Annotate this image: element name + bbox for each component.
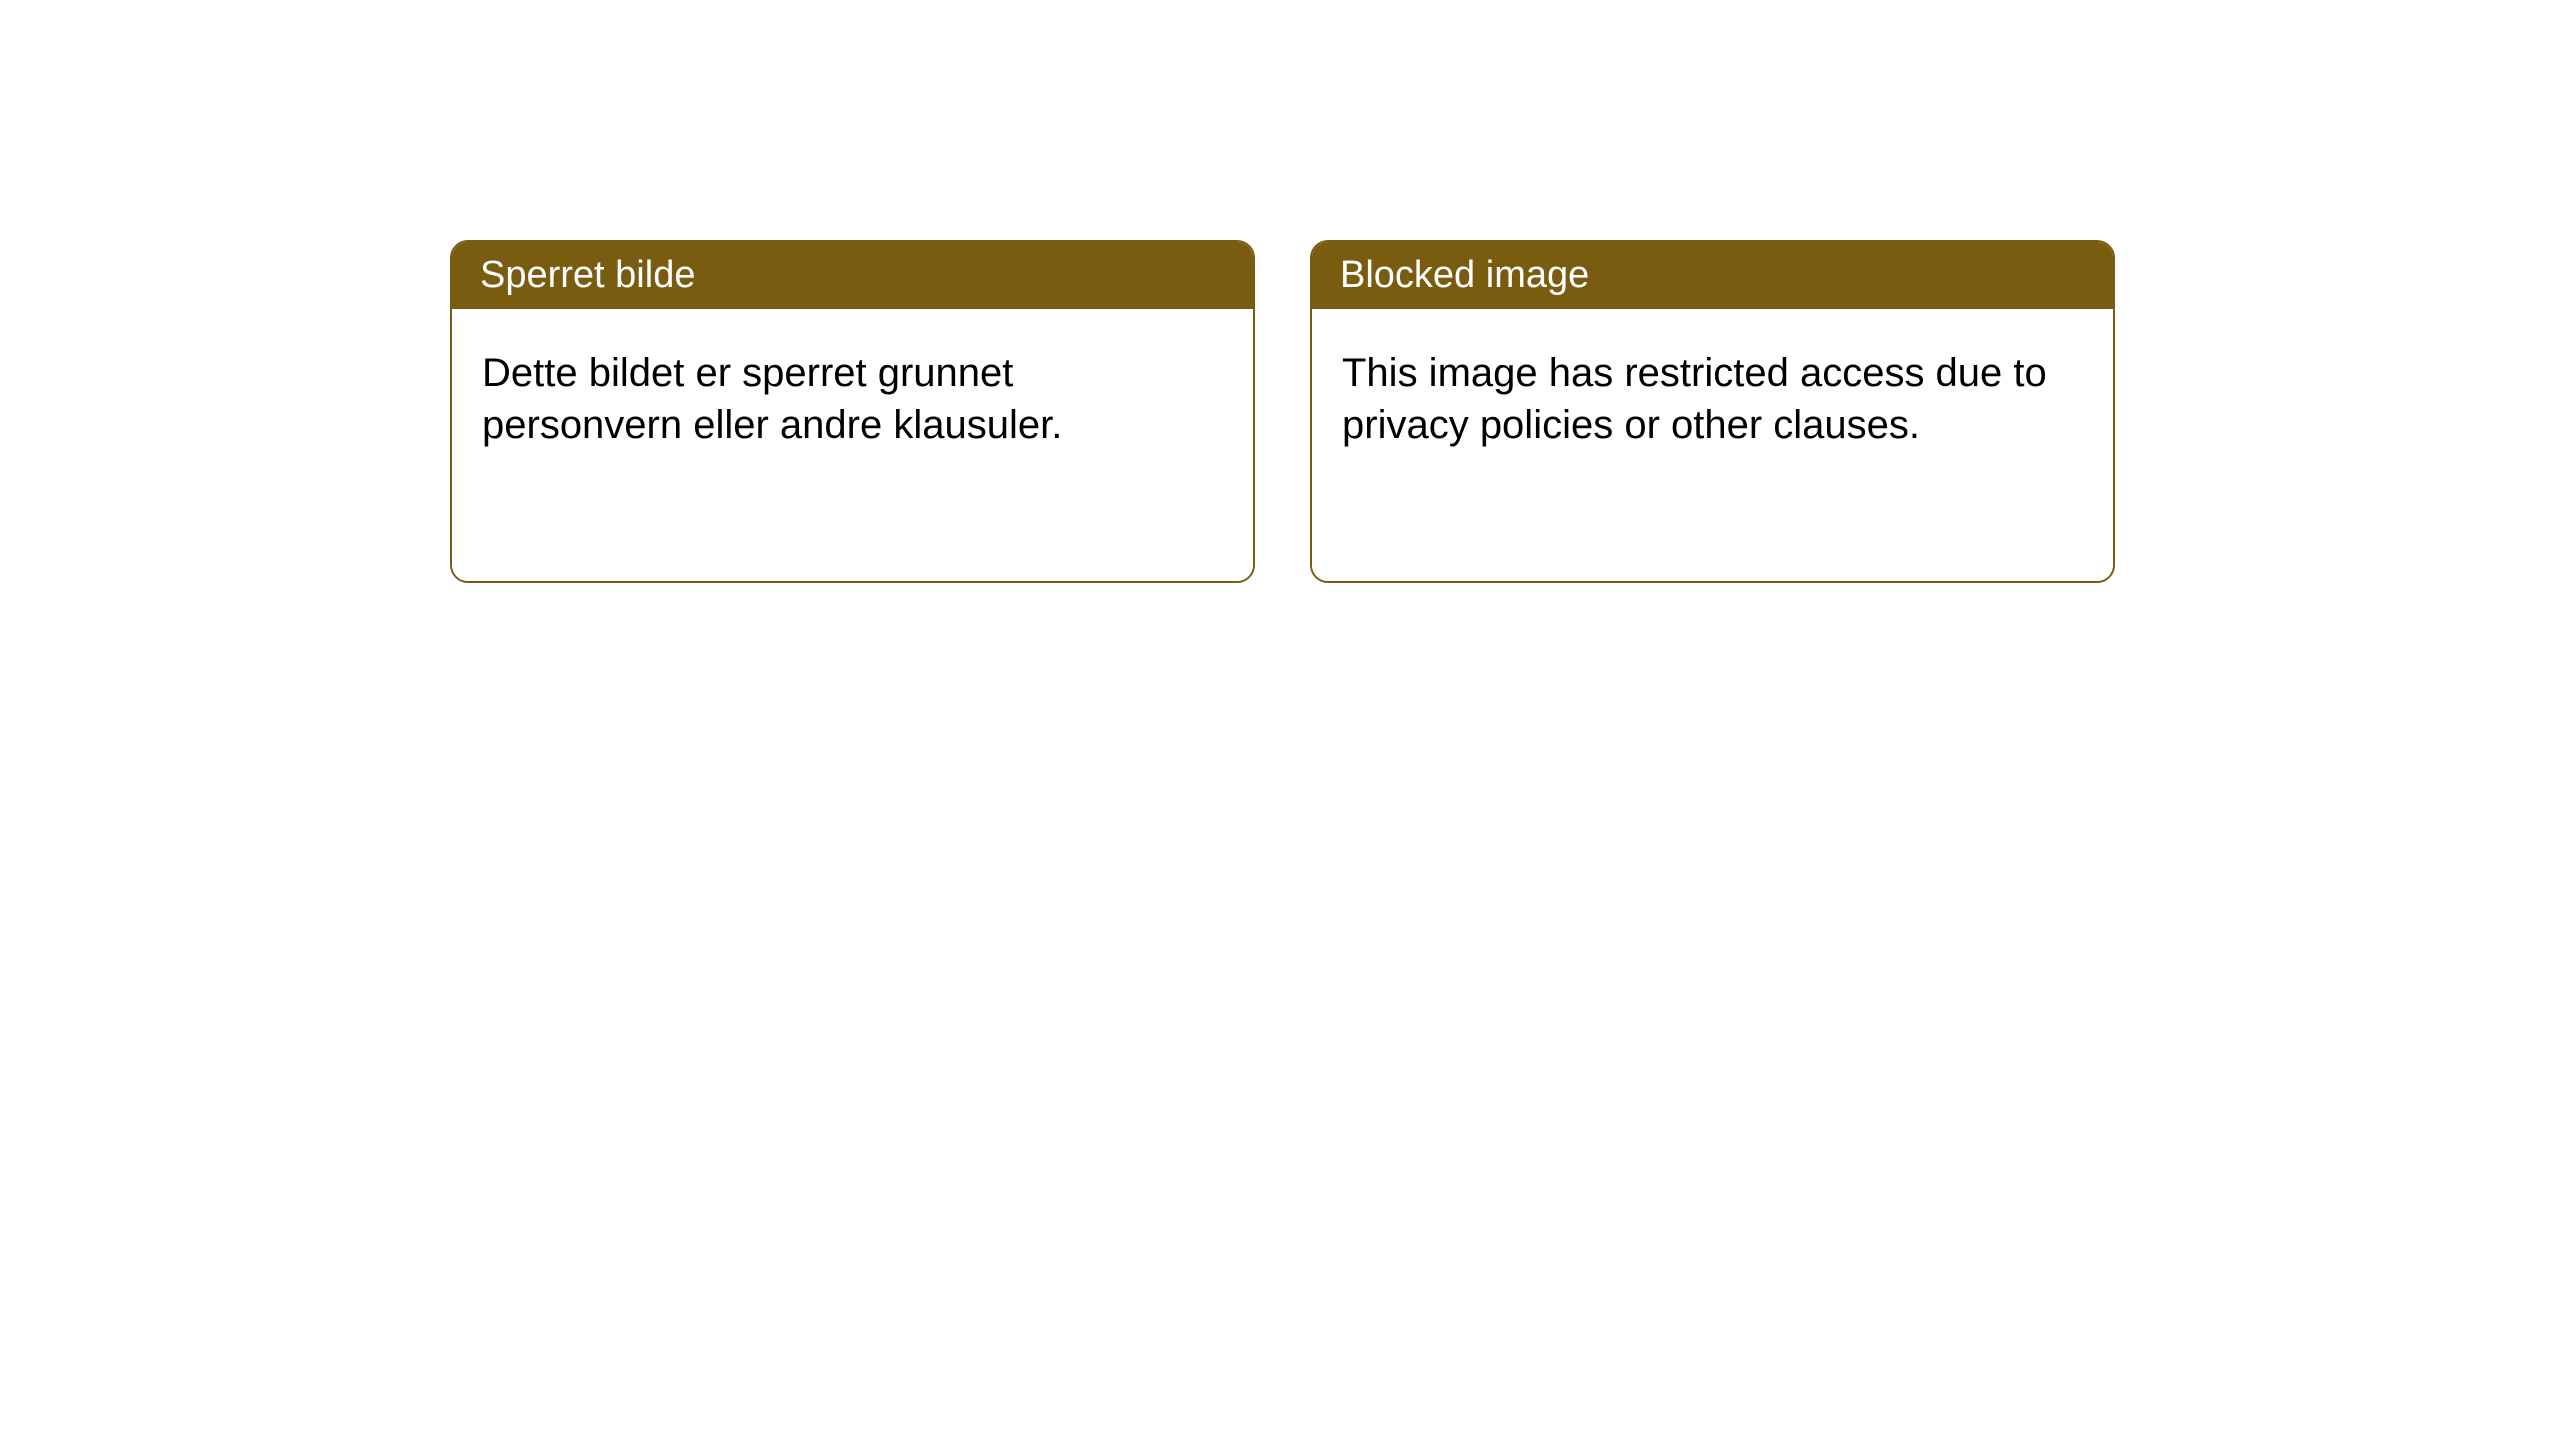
card-english: Blocked image This image has restricted … [1310, 240, 2115, 583]
card-body: Dette bildet er sperret grunnet personve… [452, 309, 1253, 581]
card-norwegian: Sperret bilde Dette bildet er sperret gr… [450, 240, 1255, 583]
cards-row: Sperret bilde Dette bildet er sperret gr… [450, 240, 2115, 583]
card-title: Blocked image [1312, 242, 2113, 309]
card-body: This image has restricted access due to … [1312, 309, 2113, 581]
card-title: Sperret bilde [452, 242, 1253, 309]
